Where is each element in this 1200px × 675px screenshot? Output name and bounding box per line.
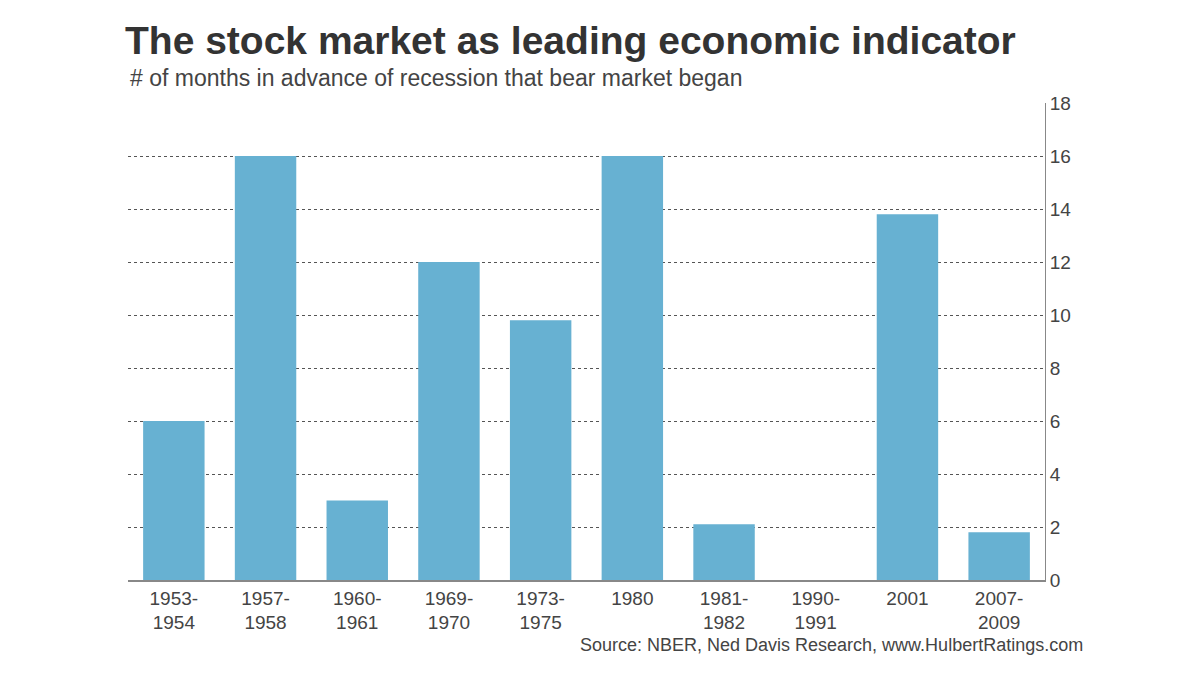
svg-text:0: 0 [1050, 570, 1061, 591]
svg-text:1990-1991: 1990-1991 [791, 588, 840, 634]
svg-text:2007-2009: 2007-2009 [975, 588, 1024, 634]
svg-text:1957-1958: 1957-1958 [241, 588, 290, 634]
svg-text:2001: 2001 [886, 588, 928, 609]
svg-text:2: 2 [1050, 517, 1061, 538]
svg-text:6: 6 [1050, 411, 1061, 432]
svg-text:1980: 1980 [611, 588, 653, 609]
svg-text:1960-1961: 1960-1961 [333, 588, 382, 634]
svg-text:14: 14 [1050, 199, 1072, 220]
svg-text:10: 10 [1050, 305, 1071, 326]
svg-text:1981-1982: 1981-1982 [700, 588, 749, 634]
svg-text:1973-1975: 1973-1975 [516, 588, 565, 634]
svg-text:Source: NBER, Ned Davis Resear: Source: NBER, Ned Davis Research, www.Hu… [580, 635, 1083, 655]
svg-text:1953-1954: 1953-1954 [150, 588, 199, 634]
svg-text:The stock market as leading ec: The stock market as leading economic ind… [125, 19, 1016, 62]
svg-text:4: 4 [1050, 464, 1061, 485]
svg-text:18: 18 [1050, 93, 1071, 114]
svg-text:16: 16 [1050, 146, 1071, 167]
svg-text:8: 8 [1050, 358, 1061, 379]
svg-text:# of months in advance of rece: # of months in advance of recession that… [130, 65, 742, 91]
svg-text:1969-1970: 1969-1970 [425, 588, 474, 634]
svg-text:12: 12 [1050, 252, 1071, 273]
